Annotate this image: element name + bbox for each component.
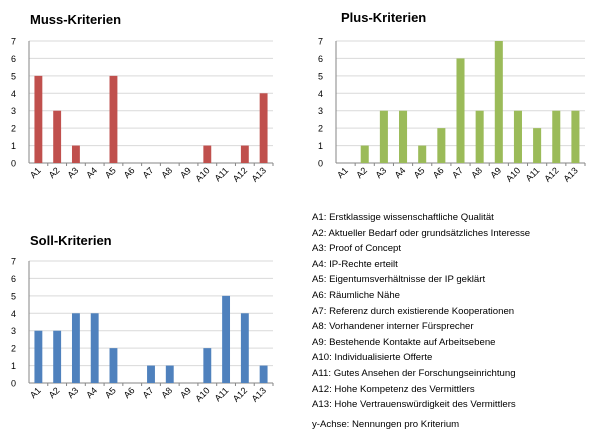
y-tick-label: 5 [11,71,16,81]
x-tick-label: A2 [47,385,62,400]
bar-a3 [71,313,80,383]
y-tick-label: 0 [318,159,323,169]
x-tick-label: A11 [213,385,231,403]
y-tick-label: 1 [11,361,16,371]
bar-a12 [552,110,561,163]
y-tick-label: 7 [11,257,16,267]
y-tick-label: 3 [11,106,16,116]
y-tick-label: 4 [11,89,16,99]
y-axis-note: y-Achse: Nennungen pro Kriterium [312,419,460,430]
bar-a8 [165,365,174,383]
y-tick-label: 5 [318,71,323,81]
y-tick-label: 6 [11,274,16,284]
bar-a5 [109,348,118,383]
y-tick-label: 2 [318,124,323,134]
bar-a5 [109,75,118,163]
x-tick-label: A8 [159,385,174,400]
bar-a2 [360,145,369,163]
y-tick-label: 4 [318,89,323,99]
y-tick-label: 0 [11,379,16,389]
legend-item: A7: Referenz durch existierende Kooperat… [312,305,515,317]
bar-a4 [90,313,99,383]
legend-item: A10: Individualisierte Offerte [312,352,433,364]
bar-a12 [240,313,249,383]
legend-item: A11: Gutes Ansehen der Forschungseinrich… [312,367,516,379]
legend-item: A4: IP-Rechte erteilt [312,258,398,270]
legend-item: A12: Hohe Kompetenz des Vermittlers [312,383,475,395]
x-tick-label: A4 [84,385,99,400]
legend-item: A2: Aktueller Bedarf oder grundsätzliche… [312,227,531,239]
bar-a10 [513,110,522,163]
bar-a2 [53,110,62,163]
bar-a3 [71,145,80,163]
bar-a12 [240,145,249,163]
x-tick-label: A6 [122,385,137,400]
x-tick-label: A5 [103,385,118,400]
bar-a1 [34,75,43,163]
legend-item: A8: Vorhandener interner Fürsprecher [312,321,474,333]
bar-a7 [456,58,465,163]
bar-a1 [34,330,43,383]
y-tick-label: 0 [11,159,16,169]
legend-item: A3: Proof of Concept [312,243,402,255]
chart-title-muss: Muss-Kriterien [30,12,122,27]
y-tick-label: 5 [11,291,16,301]
bar-a3 [379,110,388,163]
y-tick-label: 7 [11,37,16,47]
bar-a4 [399,110,408,163]
bar-a11 [222,295,231,383]
bar-a7 [147,365,155,383]
bar-a10 [203,145,212,163]
bar-a11 [533,128,542,163]
bar-a8 [475,110,484,163]
legend-item: A9: Bestehende Kontakte auf Arbeitsebene [312,336,496,348]
bar-a13 [259,93,268,163]
bar-a9 [494,41,503,163]
bar-a13 [259,365,268,383]
x-tick-label: A10 [193,385,211,403]
legend-item: A13: Hohe Vertrauenswürdigkeit des Vermi… [312,399,516,411]
y-tick-label: 6 [11,54,16,64]
x-tick-label: A7 [141,385,156,400]
criteria-legend: A1: Erstklassige wissenschaftliche Quali… [312,210,530,413]
legend-item: A6: Räumliche Nähe [312,289,400,301]
x-tick-label: A13 [250,385,268,403]
y-tick-label: 3 [318,106,323,116]
y-tick-label: 1 [318,141,323,151]
bar-a10 [203,348,212,383]
bar-a6 [437,128,446,163]
chart-title-plus: Plus-Kriterien [341,10,427,25]
y-tick-label: 3 [11,326,16,336]
x-tick-label: A1 [28,385,43,400]
y-tick-label: 1 [11,141,16,151]
y-tick-label: 6 [318,54,323,64]
y-tick-label: 2 [11,124,16,134]
x-tick-label: A3 [65,385,80,400]
y-tick-label: 7 [318,37,323,47]
x-tick-label: A9 [178,385,193,400]
legend-item: A1: Erstklassige wissenschaftliche Quali… [312,212,494,223]
bar-a2 [53,330,62,383]
legend-item: A5: Eigentumsverhältnisse der IP geklärt [312,274,486,286]
chart-title-soll: Soll-Kriterien [30,233,112,248]
y-tick-label: 2 [11,344,16,354]
x-tick-label: A12 [231,385,249,403]
y-tick-label: 4 [11,309,16,319]
bar-a5 [418,145,427,163]
bar-a13 [571,110,580,163]
